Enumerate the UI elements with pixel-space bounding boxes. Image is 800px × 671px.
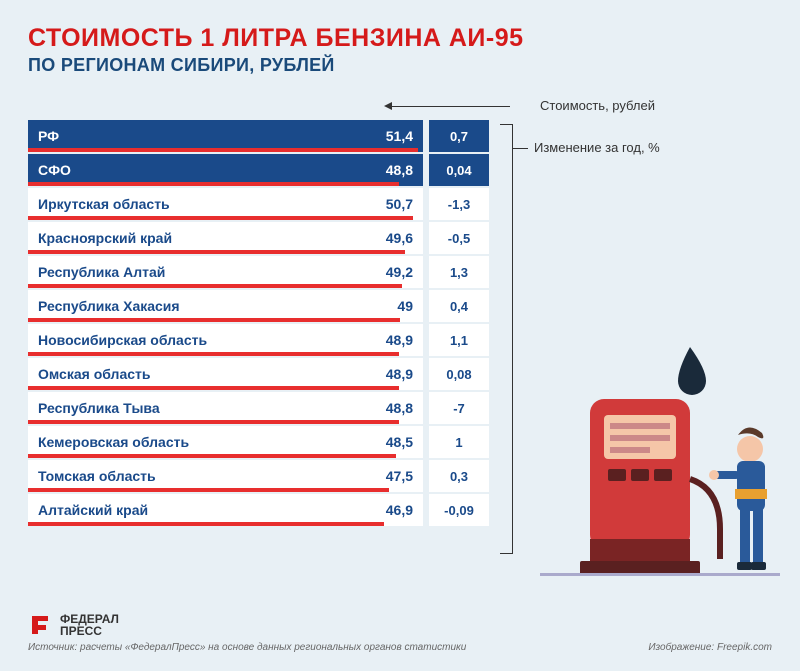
price-value: 48,5 — [368, 434, 423, 450]
legend-bracket-top — [500, 124, 512, 125]
region-label: СФО — [28, 162, 368, 178]
price-bar — [28, 352, 399, 356]
price-bar — [28, 420, 399, 424]
legend-arrow-head — [384, 102, 392, 110]
change-cell: 0,04 — [429, 154, 489, 186]
price-bar — [28, 148, 418, 152]
price-value: 50,7 — [368, 196, 423, 212]
table-row: Алтайский край46,9-0,09 — [28, 494, 493, 526]
region-label: Омская область — [28, 366, 368, 382]
price-value: 48,9 — [368, 332, 423, 348]
region-label: Республика Тыва — [28, 400, 368, 416]
table-row: Красноярский край49,6-0,5 — [28, 222, 493, 254]
table-row: РФ51,40,7 — [28, 120, 493, 152]
table-row: Иркутская область50,7-1,3 — [28, 188, 493, 220]
table-row: Новосибирская область48,91,1 — [28, 324, 493, 356]
price-cell: Красноярский край49,6 — [28, 222, 423, 254]
legend-price-label: Стоимость, рублей — [540, 98, 655, 113]
table-row: Республика Хакасия490,4 — [28, 290, 493, 322]
legend-bracket-vline — [512, 124, 513, 554]
price-cell: Томская область47,5 — [28, 460, 423, 492]
price-cell: СФО48,8 — [28, 154, 423, 186]
region-label: РФ — [28, 128, 368, 144]
table-row: СФО48,80,04 — [28, 154, 493, 186]
region-label: Томская область — [28, 468, 368, 484]
legend-bracket-bot — [500, 553, 512, 554]
price-bar — [28, 182, 399, 186]
logo-text-bot: ПРЕСС — [60, 625, 119, 637]
change-cell: -0,09 — [429, 494, 489, 526]
table-row: Томская область47,50,3 — [28, 460, 493, 492]
change-cell: 1 — [429, 426, 489, 458]
legend-arrow-line — [390, 106, 510, 107]
price-cell: Иркутская область50,7 — [28, 188, 423, 220]
price-bar — [28, 284, 402, 288]
region-label: Красноярский край — [28, 230, 368, 246]
price-cell: РФ51,4 — [28, 120, 423, 152]
image-credit: Изображение: Freepik.com — [648, 642, 772, 653]
change-cell: 0,3 — [429, 460, 489, 492]
price-bar — [28, 318, 400, 322]
footer: ФЕДЕРАЛ ПРЕСС Источник: расчеты «Федерал… — [28, 612, 772, 653]
change-cell: 0,7 — [429, 120, 489, 152]
infographic-container: СТОИМОСТЬ 1 ЛИТРА БЕНЗИНА АИ-95 ПО РЕГИО… — [0, 0, 800, 671]
price-cell: Омская область48,9 — [28, 358, 423, 390]
source-text: Источник: расчеты «ФедералПресс» на осно… — [28, 642, 466, 653]
price-cell: Алтайский край46,9 — [28, 494, 423, 526]
price-cell: Республика Тыва48,8 — [28, 392, 423, 424]
price-value: 49 — [368, 298, 423, 314]
change-cell: 0,08 — [429, 358, 489, 390]
price-value: 48,8 — [368, 162, 423, 178]
table-row: Республика Алтай49,21,3 — [28, 256, 493, 288]
price-value: 48,9 — [368, 366, 423, 382]
price-value: 49,6 — [368, 230, 423, 246]
gas-pump-illustration — [540, 339, 780, 599]
price-value: 47,5 — [368, 468, 423, 484]
change-cell: -0,5 — [429, 222, 489, 254]
legend-bracket-mid — [512, 148, 528, 149]
region-label: Иркутская область — [28, 196, 368, 212]
data-table: РФ51,40,7СФО48,80,04Иркутская область50,… — [28, 120, 493, 526]
price-bar — [28, 488, 389, 492]
change-cell: -1,3 — [429, 188, 489, 220]
price-value: 48,8 — [368, 400, 423, 416]
logo: ФЕДЕРАЛ ПРЕСС — [28, 612, 466, 638]
region-label: Республика Алтай — [28, 264, 368, 280]
price-cell: Кемеровская область48,5 — [28, 426, 423, 458]
footer-left: ФЕДЕРАЛ ПРЕСС Источник: расчеты «Федерал… — [28, 612, 466, 653]
price-value: 51,4 — [368, 128, 423, 144]
price-bar — [28, 522, 384, 526]
price-value: 49,2 — [368, 264, 423, 280]
region-label: Алтайский край — [28, 502, 368, 518]
change-cell: 1,1 — [429, 324, 489, 356]
region-label: Республика Хакасия — [28, 298, 368, 314]
main-title: СТОИМОСТЬ 1 ЛИТРА БЕНЗИНА АИ-95 — [28, 24, 772, 53]
change-cell: -7 — [429, 392, 489, 424]
subtitle: ПО РЕГИОНАМ СИБИРИ, РУБЛЕЙ — [28, 55, 772, 76]
price-cell: Новосибирская область48,9 — [28, 324, 423, 356]
table-row: Республика Тыва48,8-7 — [28, 392, 493, 424]
price-bar — [28, 386, 399, 390]
price-value: 46,9 — [368, 502, 423, 518]
table-row: Омская область48,90,08 — [28, 358, 493, 390]
region-label: Новосибирская область — [28, 332, 368, 348]
price-cell: Республика Алтай49,2 — [28, 256, 423, 288]
price-cell: Республика Хакасия49 — [28, 290, 423, 322]
logo-icon — [28, 612, 54, 638]
region-label: Кемеровская область — [28, 434, 368, 450]
change-cell: 0,4 — [429, 290, 489, 322]
change-cell: 1,3 — [429, 256, 489, 288]
price-bar — [28, 454, 396, 458]
legend-change-label: Изменение за год, % — [534, 140, 660, 155]
price-bar — [28, 216, 413, 220]
table-row: Кемеровская область48,51 — [28, 426, 493, 458]
price-bar — [28, 250, 405, 254]
logo-text-wrap: ФЕДЕРАЛ ПРЕСС — [60, 613, 119, 637]
